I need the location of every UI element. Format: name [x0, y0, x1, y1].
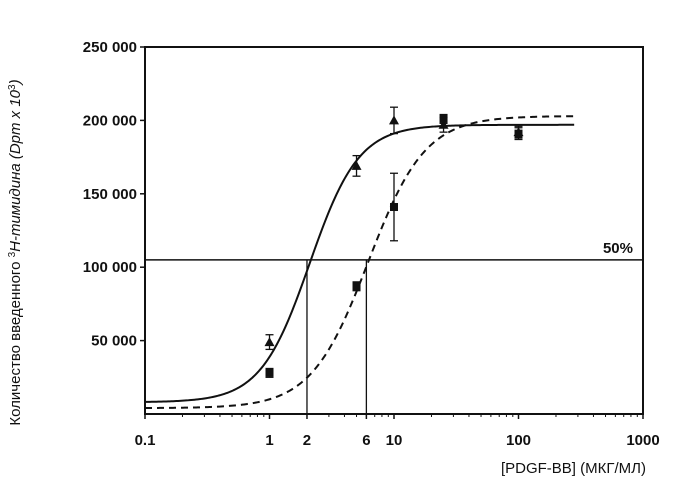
- point-square-s1-p3: [440, 115, 448, 123]
- y-axis-title-pre: Количество введенного: [7, 257, 24, 425]
- ticks-layer: 0.1 1 2 6 10 100 1000 50 000 100 000 150 000 200 0…: [83, 39, 660, 449]
- curves-layer: [145, 116, 574, 408]
- curve-series-0: [145, 125, 574, 402]
- reference-line-label: 50%: [603, 240, 633, 257]
- point-square-s1-p1: [353, 282, 361, 290]
- point-triangle-s0-p0: [265, 337, 275, 346]
- point-square-s1-p4: [515, 130, 523, 138]
- y-axis-title: Количество введенного 3Н-тимидина (Dpm x…: [7, 79, 25, 425]
- x-tick-label-1: 1: [265, 432, 273, 449]
- y-tick-label-2: 150 000: [83, 186, 137, 203]
- reference-layer: [145, 260, 643, 414]
- x-tick-label-3: 6: [362, 432, 370, 449]
- x-tick-label-0: 0.1: [135, 432, 156, 449]
- curve-series-1: [145, 116, 574, 408]
- y-tick-label-1: 100 000: [83, 259, 137, 276]
- x-tick-label-5: 100: [506, 432, 531, 449]
- y-tick-label-0: 50 000: [91, 333, 137, 350]
- point-square-s1-p2: [390, 203, 398, 211]
- point-triangle-s0-p2: [389, 115, 399, 124]
- point-square-s1-p0: [266, 369, 274, 377]
- x-axis-title: [PDGF-BB] (МКГ/МЛ): [501, 460, 646, 477]
- y-tick-label-4: 250 000: [83, 39, 137, 56]
- x-tick-label-4: 10: [386, 432, 403, 449]
- x-tick-label-6: 1000: [626, 432, 659, 449]
- points-layer: [265, 107, 524, 377]
- x-tick-label-2: 2: [303, 432, 311, 449]
- y-tick-label-3: 200 000: [83, 112, 137, 129]
- y-axis-title-mid: Н-тимидина (Dpm x 10: [7, 89, 24, 252]
- y-axis-title-post: ): [7, 79, 24, 86]
